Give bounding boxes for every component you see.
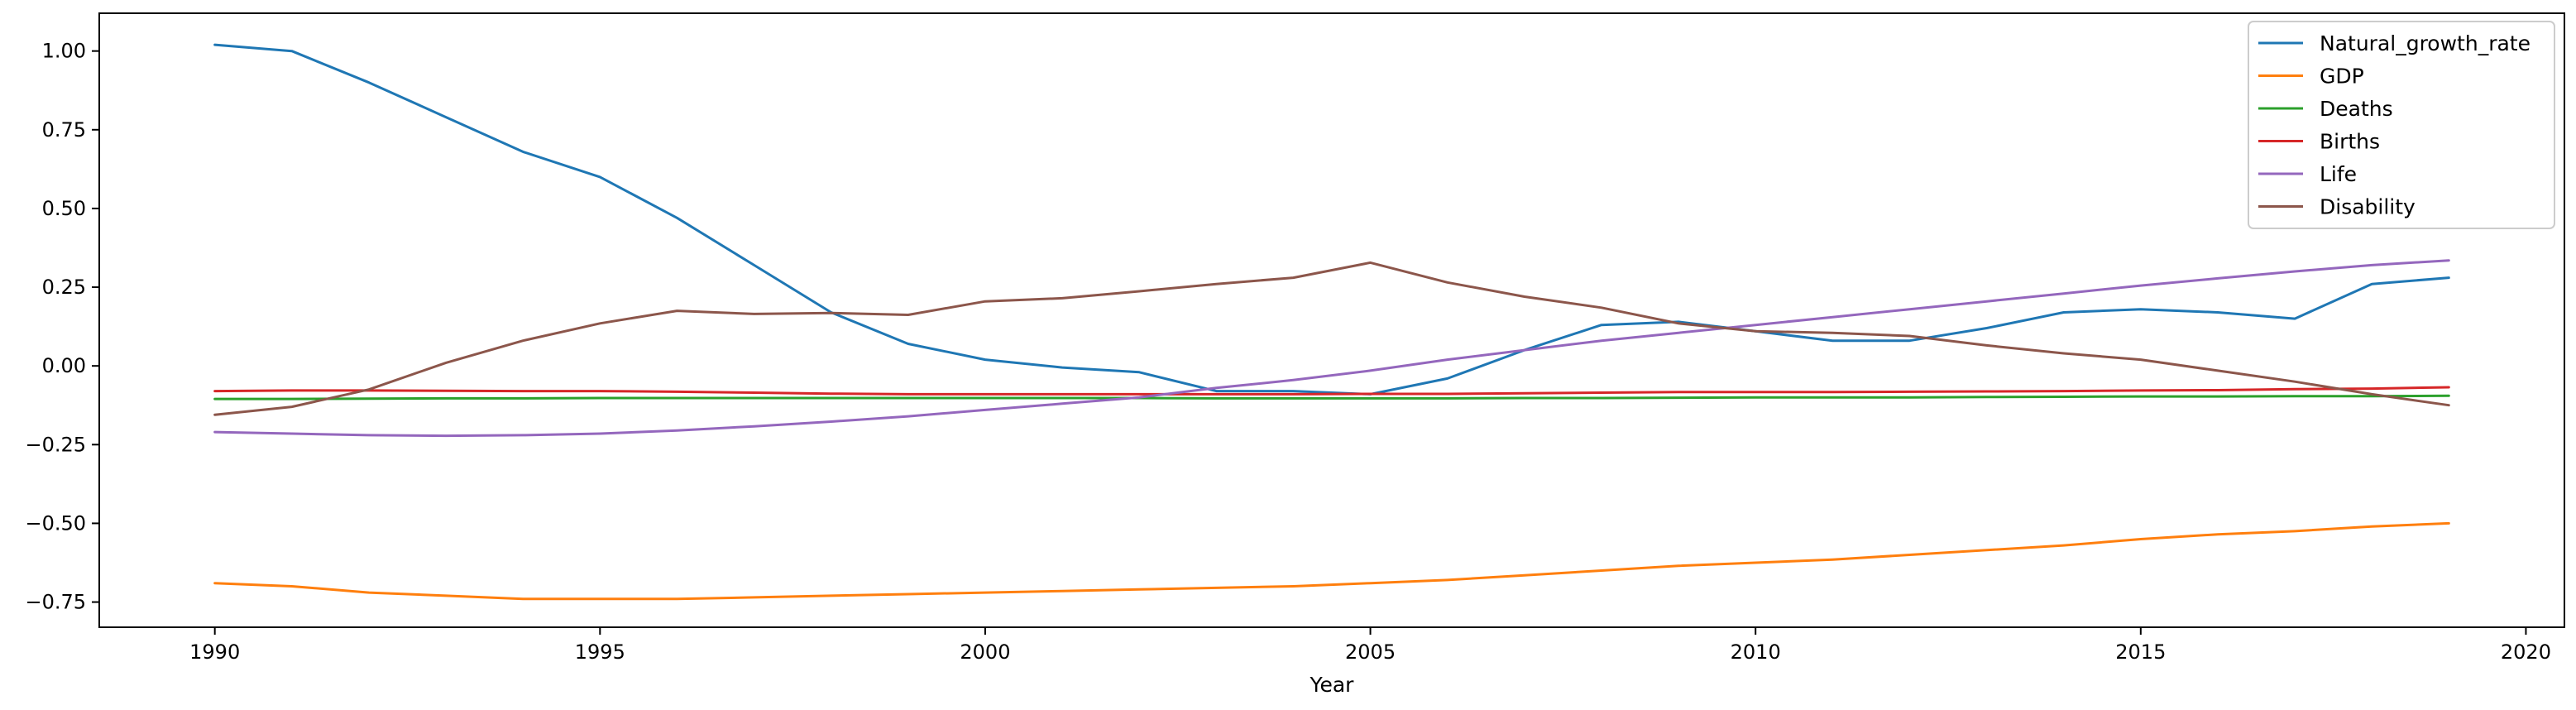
series-line-natural-growth-rate — [213, 43, 2450, 396]
y-tick-label: 0.50 — [42, 197, 86, 220]
legend-label: Deaths — [2320, 97, 2393, 121]
x-tick-label: 2015 — [2115, 640, 2166, 664]
y-tick-label: 0.25 — [42, 276, 86, 299]
x-axis: 1990 1995 2000 2005 2010 2015 2020 — [189, 627, 2551, 664]
series-line-births — [213, 386, 2450, 396]
x-tick-label: 1990 — [189, 640, 240, 664]
y-tick-label: −0.75 — [25, 591, 86, 614]
x-axis-label: Year — [1310, 673, 1355, 697]
y-tick-label: −0.25 — [25, 433, 86, 456]
legend-box — [2248, 21, 2555, 229]
x-tick-label: 2000 — [960, 640, 1010, 664]
series-line-gdp — [213, 521, 2450, 601]
y-tick-label: 1.00 — [42, 40, 86, 63]
legend-label: Births — [2320, 130, 2380, 154]
plot-frame — [98, 12, 2565, 628]
series-line-deaths — [213, 394, 2450, 401]
y-tick-label: −0.50 — [25, 511, 86, 535]
series-lines — [213, 43, 2450, 601]
series-line-disability — [213, 261, 2450, 416]
legend-label: Disability — [2320, 195, 2416, 219]
legend-label: Life — [2320, 162, 2357, 186]
legend-label: GDP — [2320, 65, 2364, 89]
y-tick-label: 0.00 — [42, 354, 86, 377]
y-axis: 1.00 0.75 0.50 0.25 0.00 −0.25 −0.50 −0.75 — [25, 40, 99, 614]
x-tick-label: 1995 — [575, 640, 625, 664]
x-tick-label: 2010 — [1731, 640, 1781, 664]
legend: Natural_growth_rate GDP Deaths Births Life Di… — [2248, 21, 2555, 229]
series-line-life — [213, 259, 2450, 438]
x-tick-label: 2005 — [1345, 640, 1396, 664]
legend-label: Natural_growth_rate — [2320, 31, 2531, 55]
x-tick-label: 2020 — [2501, 640, 2551, 664]
y-tick-label: 0.75 — [42, 118, 86, 142]
